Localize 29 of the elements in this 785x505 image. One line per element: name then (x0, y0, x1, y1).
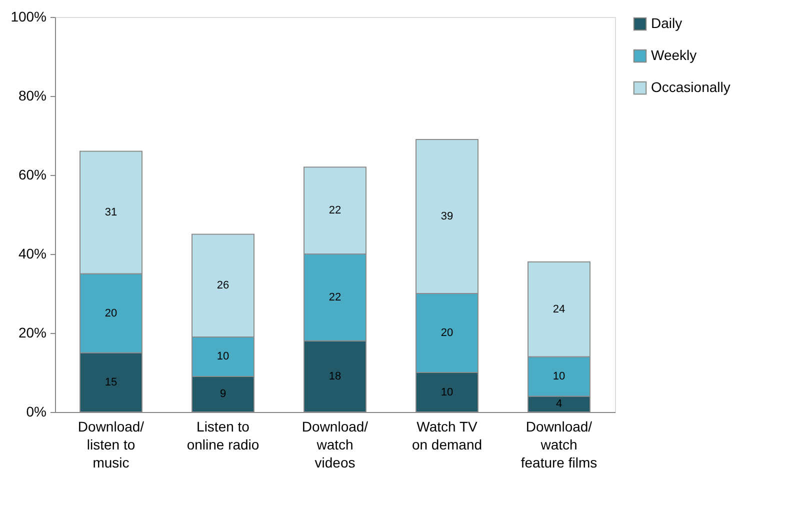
data-label: 10 (552, 370, 566, 382)
legend-label: Weekly (651, 47, 697, 63)
data-label: 24 (552, 303, 566, 316)
data-label: 22 (328, 291, 342, 304)
data-label: 20 (440, 327, 454, 339)
data-label: 10 (216, 350, 230, 363)
y-tick-label: 20% (18, 324, 46, 340)
legend-label: Occasionally (651, 79, 730, 95)
y-tick-label: 60% (18, 166, 46, 182)
data-label: 9 (220, 388, 226, 400)
data-label: 4 (556, 398, 562, 410)
x-tick-label: Listen to online radio (186, 418, 260, 452)
data-label: 18 (328, 370, 342, 382)
y-tick-label: 40% (18, 246, 46, 262)
data-label: 26 (216, 280, 230, 292)
x-tick-label: Download/ watch videos (302, 418, 368, 470)
data-label: 22 (328, 204, 342, 217)
y-tick-label: 80% (18, 88, 46, 104)
data-label: 10 (440, 386, 454, 398)
data-label: 31 (104, 206, 118, 219)
data-label: 15 (104, 376, 118, 388)
x-tick-label: Watch TV on demand (412, 418, 482, 452)
data-label: 20 (104, 307, 118, 320)
x-tick-label: Download/ listen to music (78, 418, 144, 470)
x-tick-label: Download/ watch feature films (520, 418, 598, 470)
y-tick-label: 0% (26, 404, 46, 420)
y-tick-label: 100% (10, 8, 46, 24)
data-label: 39 (440, 210, 454, 222)
legend-label: Daily (651, 15, 682, 31)
